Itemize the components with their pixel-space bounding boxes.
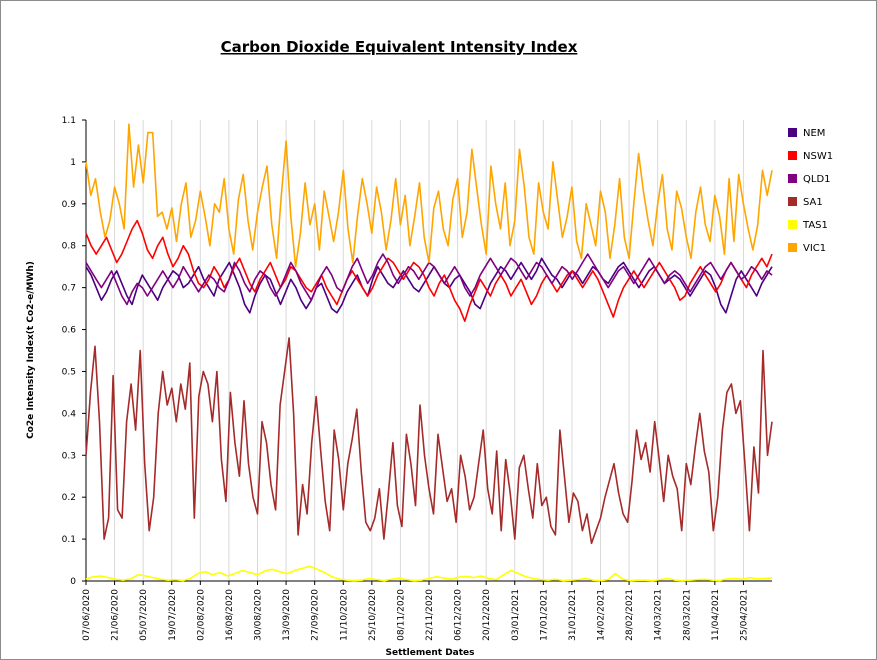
- y-tick-label: 0: [70, 577, 76, 587]
- x-tick-label: 19/07/2020: [168, 589, 178, 641]
- legend-swatch: [788, 243, 797, 252]
- y-tick-label: 0.1: [62, 535, 76, 545]
- x-tick-label: 11/04/2021: [711, 589, 721, 641]
- y-tick-label: 0.4: [62, 409, 77, 419]
- x-tick-label: 08/11/2020: [396, 589, 406, 641]
- x-tick-label: 16/08/2020: [225, 589, 235, 641]
- x-tick-label: 28/03/2021: [682, 589, 692, 641]
- y-tick-label: 0.3: [62, 451, 76, 461]
- x-tick-label: 14/03/2021: [654, 589, 664, 641]
- x-tick-label: 31/01/2021: [568, 589, 578, 641]
- y-tick-label: 0.5: [62, 367, 76, 377]
- y-axis: 0 0.1 0.2 0.3 0.4 0.5 0.6 0.7 0.8 0.9 1 1.1: [62, 116, 87, 587]
- legend-label: SA1: [803, 197, 823, 208]
- legend-swatch: [788, 128, 797, 137]
- y-tick-label: 0.8: [62, 242, 77, 252]
- legend-label: VIC1: [803, 243, 826, 254]
- x-tick-label: 17/01/2021: [539, 589, 549, 641]
- legend: NEM NSW1 QLD1 SA1 TAS1 VIC1: [788, 128, 833, 254]
- x-tick-label: 03/01/2021: [511, 589, 521, 641]
- legend-swatch: [788, 197, 797, 206]
- series-line-vic1: [85, 123, 773, 268]
- x-tick-label: 07/06/2020: [82, 589, 92, 641]
- y-tick-label: 0.7: [62, 284, 76, 294]
- legend-label: NSW1: [803, 151, 833, 162]
- x-axis-label: Settlement Dates: [385, 648, 474, 658]
- x-tick-label: 05/07/2020: [139, 589, 149, 641]
- x-tick-label: 20/12/2020: [482, 589, 492, 641]
- x-tick-label: 06/12/2020: [454, 589, 464, 641]
- chart-title: Carbon Dioxide Equivalent Intensity Inde…: [221, 38, 578, 56]
- legend-swatch: [788, 174, 797, 183]
- x-tick-label: 25/10/2020: [368, 589, 378, 641]
- series-lines: [85, 123, 773, 582]
- y-tick-label: 0.2: [62, 493, 76, 503]
- y-tick-label: 1.1: [62, 116, 76, 126]
- x-tick-label: 22/11/2020: [425, 589, 435, 641]
- x-tick-label: 30/08/2020: [254, 589, 264, 641]
- x-tick-label: 28/02/2021: [625, 589, 635, 641]
- x-tick-label: 27/09/2020: [311, 589, 321, 641]
- y-tick-label: 0.6: [62, 326, 77, 336]
- legend-label: NEM: [803, 128, 825, 139]
- x-tick-label: 14/02/2021: [597, 589, 607, 641]
- series-line-sa1: [85, 337, 773, 545]
- y-tick-label: 0.9: [62, 200, 77, 210]
- legend-label: QLD1: [803, 174, 831, 185]
- y-axis-label: Co2e Intensity Index(t Co2-e/MWh): [26, 261, 36, 439]
- legend-label: TAS1: [802, 220, 828, 231]
- x-axis: 07/06/2020 21/06/2020 05/07/2020 19/07/2020…: [82, 580, 772, 641]
- series-line-tas1: [85, 565, 773, 582]
- legend-swatch: [788, 220, 797, 229]
- x-tick-label: 25/04/2021: [739, 589, 749, 641]
- legend-swatch: [788, 151, 797, 160]
- series-line-nsw1: [85, 219, 773, 323]
- x-tick-label: 13/09/2020: [282, 589, 292, 641]
- x-tick-label: 02/08/2020: [196, 589, 206, 641]
- x-tick-label: 21/06/2020: [111, 589, 121, 641]
- x-tick-label: 11/10/2020: [339, 589, 349, 641]
- y-tick-label: 1: [70, 158, 76, 168]
